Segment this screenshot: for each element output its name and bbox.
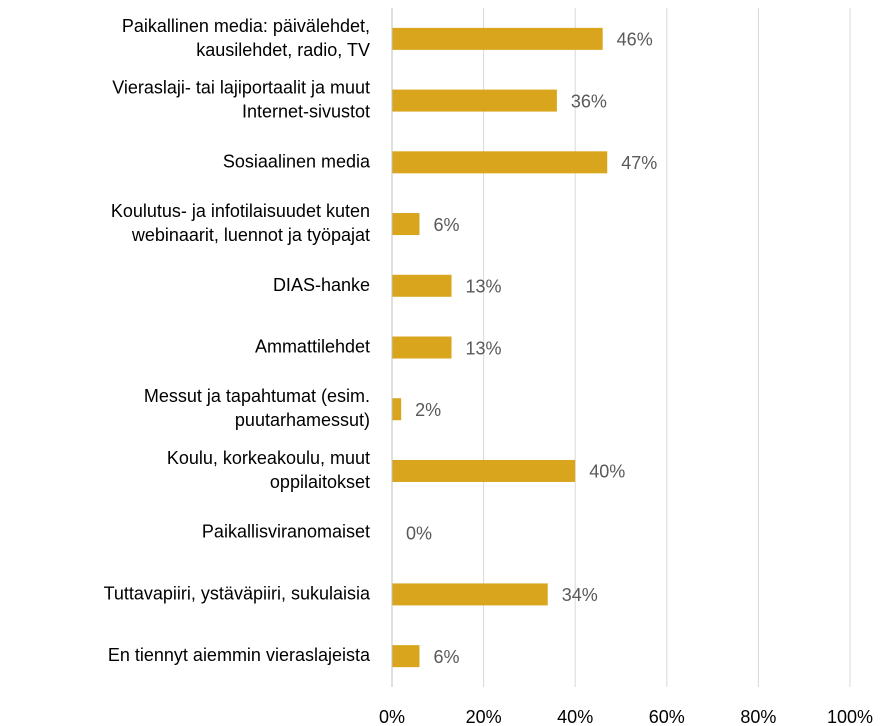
category-line: Vieraslaji- tai lajiportaalit ja muut [112,77,370,97]
category-line: Ammattilehdet [255,336,370,356]
bar [392,89,557,112]
bar [392,151,608,174]
bar [392,459,576,482]
bar [392,213,420,236]
category-label: Paikallisviranomaiset [202,521,370,541]
category-label: Koulutus- ja infotilaisuudet kuten webina… [111,201,370,245]
value-label: 46% [617,30,653,50]
category-label: DIAS-hanke [273,275,370,295]
value-label: 0% [406,523,432,543]
x-tick-label: 60% [649,707,685,726]
category-line: Koulutus- ja infotilaisuudet kuten [111,201,370,221]
category-line: oppilaitokset [270,472,370,492]
value-label: 34% [562,585,598,605]
category-label: Paikallinen media: päivälehdet, kausilehd… [122,16,370,60]
category-label: Koulu, korkeakoulu, muut oppilaitokset [167,448,370,492]
category-line: Paikallinen media: päivälehdet, [122,16,370,36]
value-label: 2% [415,400,441,420]
category-line: Koulu, korkeakoulu, muut [167,448,370,468]
category-line: Messut ja tapahtumat (esim. [144,386,370,406]
value-label: 47% [621,153,657,173]
category-line: puutarhamessut) [235,410,370,430]
category-label: Tuttavapiiri, ystäväpiiri, sukulaisia [104,583,371,603]
category-label: Vieraslaji- tai lajiportaalit ja muut Int… [112,77,370,121]
x-tick-label: 40% [557,707,593,726]
category-line: Sosiaalinen media [223,151,371,171]
category-label: En tiennyt aiemmin vieraslajeista [108,645,371,665]
bar [392,583,548,606]
category-line: Internet-sivustot [242,101,370,121]
bar [392,398,402,421]
bar [392,336,452,359]
bar [392,274,452,297]
category-line: kausilehdet, radio, TV [196,40,370,60]
value-label: 6% [433,647,459,667]
bar [392,27,603,50]
value-label: 36% [571,91,607,111]
category-line: webinaarit, luennot ja työpajat [131,225,370,245]
value-label: 13% [466,338,502,358]
category-label: Messut ja tapahtumat (esim. puutarhamessu… [144,386,370,430]
x-tick-label: 80% [740,707,776,726]
value-label: 6% [433,215,459,235]
category-line: Paikallisviranomaiset [202,521,370,541]
x-tick-label: 100% [827,707,873,726]
category-label: Ammattilehdet [255,336,370,356]
bar [392,645,420,668]
x-tick-label: 20% [466,707,502,726]
category-line: DIAS-hanke [273,275,370,295]
category-line: En tiennyt aiemmin vieraslajeista [108,645,371,665]
value-label: 13% [466,277,502,297]
category-line: Tuttavapiiri, ystäväpiiri, sukulaisia [104,583,371,603]
value-label: 40% [589,462,625,482]
category-label: Sosiaalinen media [223,151,371,171]
x-tick-label: 0% [379,707,405,726]
